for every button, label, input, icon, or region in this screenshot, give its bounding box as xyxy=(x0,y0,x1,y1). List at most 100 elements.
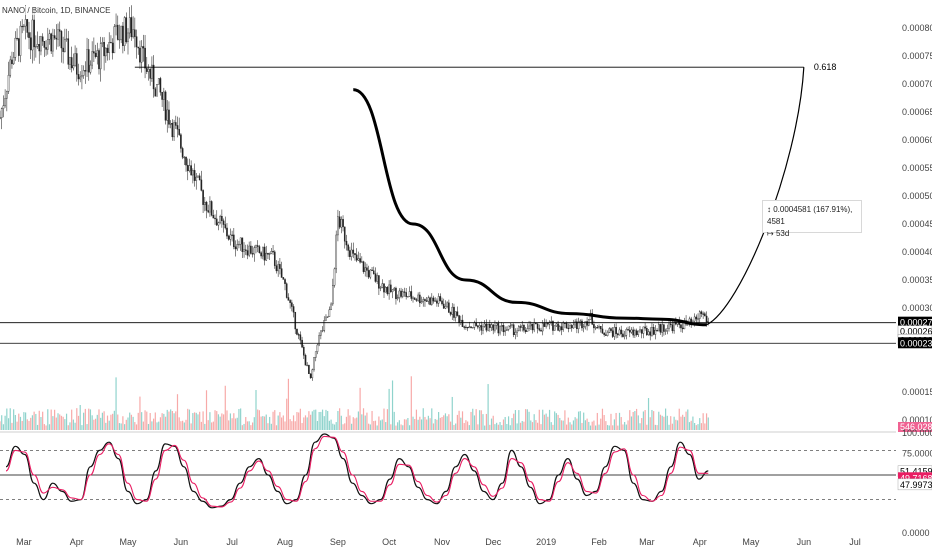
volume-bar xyxy=(310,414,312,430)
volume-bar xyxy=(258,410,261,430)
candle-body xyxy=(519,326,522,328)
volume-bar xyxy=(403,419,406,430)
volume-bar xyxy=(424,416,426,430)
volume-bar xyxy=(289,419,291,430)
volume-bar xyxy=(665,408,667,430)
volume-bar xyxy=(613,419,615,430)
bars-icon: ↦ xyxy=(767,229,776,238)
volume-bar xyxy=(233,413,235,430)
volume-bar xyxy=(200,421,202,430)
volume-bar xyxy=(224,385,226,430)
volume-bar xyxy=(304,415,307,430)
candle-body xyxy=(116,24,119,40)
volume-bar xyxy=(391,380,394,430)
candle-body xyxy=(574,321,576,326)
candle-body xyxy=(461,319,464,327)
volume-bar xyxy=(504,417,506,430)
candle-body xyxy=(164,91,167,121)
candle-body xyxy=(514,331,517,336)
volume-bar xyxy=(419,416,421,430)
x-tick-label: Oct xyxy=(382,537,397,547)
price-tick-label: 0.0008000 xyxy=(902,23,932,33)
volume-bar xyxy=(93,419,95,430)
candle-body xyxy=(86,49,88,72)
volume-bar xyxy=(11,422,13,430)
candle-body xyxy=(364,267,367,272)
volume-bar xyxy=(282,415,284,430)
candle-body xyxy=(87,49,90,73)
volume-bar xyxy=(400,424,402,430)
volume-bar xyxy=(535,420,537,430)
volume-bar xyxy=(695,425,697,430)
measure-bars: 53d xyxy=(775,229,790,238)
volume-bar xyxy=(369,424,371,430)
volume-bar xyxy=(26,419,28,430)
volume-bar xyxy=(269,416,271,430)
candle-body xyxy=(65,38,68,40)
volume-bar xyxy=(127,417,129,430)
candle-body xyxy=(57,29,59,40)
candle-body xyxy=(171,122,174,138)
candle-body xyxy=(111,42,114,54)
volume-bar xyxy=(21,420,23,430)
candle-body xyxy=(99,43,102,70)
volume-bar xyxy=(477,424,479,430)
stoch-tick-label: 0.0000 xyxy=(902,528,930,538)
volume-bar xyxy=(649,417,651,430)
volume-bar xyxy=(641,418,643,430)
volume-bar xyxy=(308,411,310,430)
candle-body xyxy=(144,47,146,69)
candle-body xyxy=(432,297,435,302)
candle-body xyxy=(2,105,5,109)
volume-bar xyxy=(47,409,49,430)
volume-bar xyxy=(42,411,44,430)
candle-body xyxy=(202,190,204,205)
volume-bar xyxy=(129,412,131,430)
candle-body xyxy=(60,31,63,49)
volume-bar xyxy=(89,409,92,430)
candle-body xyxy=(403,291,406,293)
candle-body xyxy=(495,323,498,326)
volume-bar xyxy=(287,378,290,430)
volume-bar xyxy=(514,410,517,430)
volume-bar xyxy=(158,421,160,430)
candle-body xyxy=(70,57,73,69)
volume-bar xyxy=(81,425,83,430)
volume-bar xyxy=(463,423,465,430)
volume-bar xyxy=(702,413,704,430)
volume-bar xyxy=(461,411,464,430)
volume-bar xyxy=(704,423,706,430)
candle-body xyxy=(215,218,218,226)
volume-bar xyxy=(513,413,515,430)
candle-body xyxy=(400,290,402,297)
axis-layer: 0.0008000 0.0007500 0.0007000 0.0006500 0.00… xyxy=(16,23,932,547)
volume-bar xyxy=(101,412,103,430)
candle-body xyxy=(564,322,566,325)
candle-body xyxy=(318,335,320,346)
volume-bar xyxy=(134,422,136,430)
volume-bar xyxy=(28,420,30,430)
volume-bar xyxy=(572,420,575,430)
volume-bar xyxy=(398,420,400,430)
volume-bar xyxy=(383,408,385,430)
candle-body xyxy=(425,300,428,302)
candle-body xyxy=(134,29,136,37)
volume-bar xyxy=(478,410,481,430)
volume-bar xyxy=(378,416,380,430)
candle-body xyxy=(545,323,547,327)
candle-body xyxy=(652,327,655,335)
candle-body xyxy=(115,24,117,27)
volume-bar xyxy=(262,416,264,430)
volume-bar xyxy=(632,412,634,430)
candle-body xyxy=(497,323,500,334)
candle-body xyxy=(338,216,341,228)
candle-body xyxy=(393,287,396,291)
volume-bar xyxy=(637,415,639,430)
volume-bar xyxy=(62,416,64,430)
candle-body xyxy=(23,25,25,28)
candle-body xyxy=(639,329,641,332)
candle-body xyxy=(98,50,100,70)
candle-body xyxy=(663,324,665,332)
price-tick-label: 0.0004000 xyxy=(902,247,932,257)
candle-body xyxy=(72,65,75,69)
